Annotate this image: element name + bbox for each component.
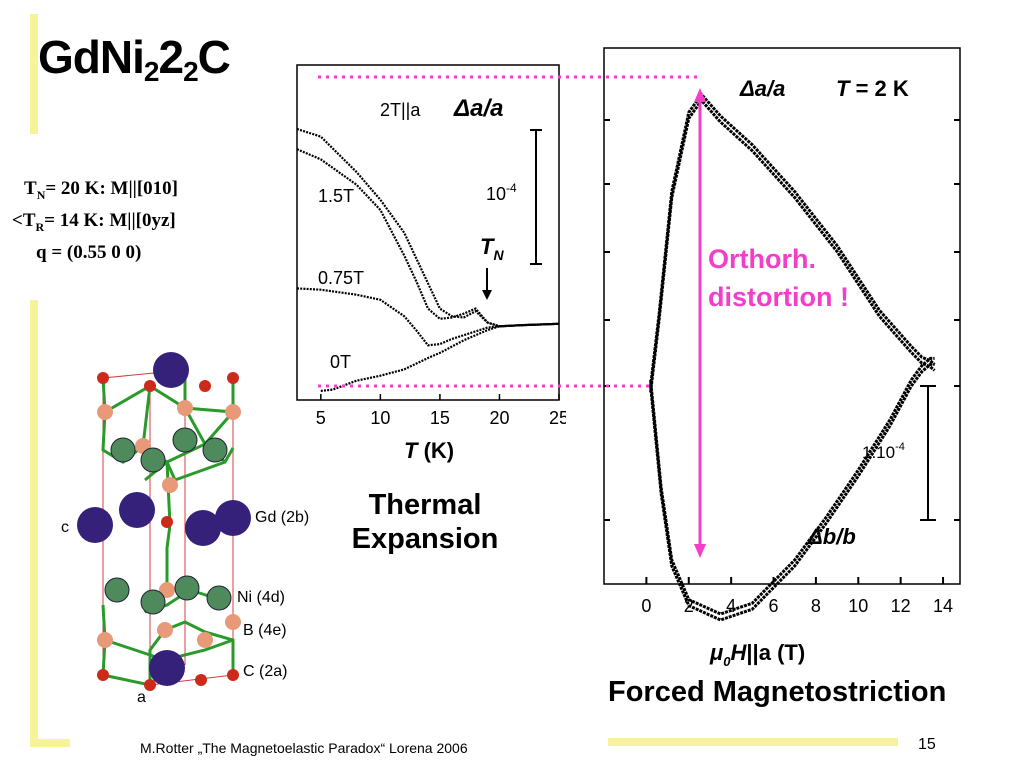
- magneto-xlabel: μ0H||a (T): [709, 640, 805, 669]
- accent-bar-left-top: [30, 14, 38, 134]
- curve-label-2t: 2T||a: [380, 100, 421, 120]
- thermal-x-tick-label: 20: [489, 408, 509, 428]
- magneto-series-line: [649, 356, 935, 616]
- b-atoms: [97, 400, 241, 648]
- label-b: B (4e): [243, 622, 287, 639]
- magneto-y-ticks: [604, 119, 960, 521]
- label-gd: Gd (2b): [255, 509, 309, 526]
- orthorhombic-arrow: [694, 88, 706, 558]
- c-atoms: [97, 372, 239, 691]
- thermal-ylabel: Δa/a: [453, 95, 503, 122]
- magneto-scale-bar: [920, 385, 936, 521]
- thermal-xlabel: T (K): [404, 438, 454, 463]
- magneto-curves: [649, 91, 936, 622]
- thermal-x-tick-label: 15: [430, 408, 450, 428]
- magneto-x-tick-label: 8: [811, 596, 821, 616]
- magneto-x-tick-label: 12: [891, 596, 911, 616]
- magneto-x-tick-label: 10: [848, 596, 868, 616]
- magneto-series-line: [649, 97, 936, 393]
- magneto-plot-frame: [603, 47, 961, 585]
- accent-bar-bottom-left: [30, 739, 70, 747]
- accent-bar-bottom-right: [608, 738, 898, 746]
- magnetic-info: TN= 20 K: M||[010] <TR= 14 K: M||[0yz] q…: [12, 176, 242, 266]
- thermal-scale-label: 10-4: [486, 181, 517, 204]
- curve-label-0t: 0T: [330, 352, 351, 372]
- thermal-series-line: [296, 148, 560, 328]
- tr-line: <TR= 14 K: M||[0yz]: [12, 209, 176, 234]
- magneto-x-tick-label: 2: [684, 596, 694, 616]
- tn-line: TN= 20 K: M||[010]: [24, 178, 178, 202]
- thermal-x-tick-label: 10: [370, 408, 390, 428]
- label-c-site: C (2a): [243, 663, 287, 680]
- thermal-series-line: [296, 127, 560, 328]
- slide-title: GdNi222C: [38, 31, 231, 87]
- q-line: q = (0.55 0 0): [36, 241, 142, 263]
- thermal-plot-frame: [296, 64, 560, 401]
- magneto-series-line: [649, 362, 935, 622]
- thermal-scale-bar: [530, 129, 542, 265]
- label-ni: Ni (4d): [237, 589, 285, 606]
- magnetostriction-chart: 0 2 4 6 8 10 12 14 Δa/a T = 2 K Δb/b Orthorh. d…: [603, 47, 961, 669]
- distortion-annotation-2: distortion !: [708, 282, 849, 312]
- thermal-x-tick-label: 25: [549, 408, 566, 428]
- ni-atoms: [104, 427, 232, 615]
- footer-text: M.Rotter „The Magnetoelastic Paradox“ Lo…: [140, 740, 468, 756]
- thermal-series-line: [320, 322, 560, 392]
- magneto-x-tick-label: 6: [769, 596, 779, 616]
- temperature-label: T = 2 K: [836, 76, 909, 101]
- gd-atoms: [77, 352, 251, 686]
- distortion-annotation-1: Orthorh.: [708, 244, 816, 274]
- page-number: 15: [918, 736, 936, 753]
- thermal-caption: Thermal Expansion: [351, 489, 499, 555]
- magneto-x-tick-label: 4: [726, 596, 736, 616]
- magneto-x-tick-label: 0: [641, 596, 651, 616]
- thermal-expansion-chart: 5 10 15 20 25 Δa/a 2T||a 1.5T 0.75T 0T 10-4 …: [296, 64, 566, 463]
- tn-label: TN: [480, 234, 504, 263]
- thermal-x-ticks: 5 10 15 20 25: [316, 394, 566, 428]
- thermal-curves: [296, 127, 560, 392]
- crystal-structure: c a Gd (2b) Ni (4d) B (4e) C (2a): [61, 352, 309, 706]
- curve-label-1.5t: 1.5T: [318, 186, 354, 206]
- forced-caption: Forced Magnetostriction: [608, 676, 947, 708]
- thermal-x-tick-label: 5: [316, 408, 326, 428]
- magneto-x-tick-label: 14: [933, 596, 953, 616]
- magneto-x-ticks: 0 2 4 6 8 10 12 14: [641, 577, 953, 616]
- axis-label-a: a: [137, 689, 146, 706]
- accent-bar-left-bottom: [30, 300, 38, 745]
- tn-arrow: [482, 268, 492, 300]
- magneto-scale-label: 1.10-4: [862, 441, 905, 462]
- axis-label-c: c: [61, 519, 69, 536]
- magneto-top-label: Δa/a: [739, 76, 785, 101]
- curve-label-0.75t: 0.75T: [318, 268, 364, 288]
- magneto-bottom-label: Δb/b: [807, 524, 856, 549]
